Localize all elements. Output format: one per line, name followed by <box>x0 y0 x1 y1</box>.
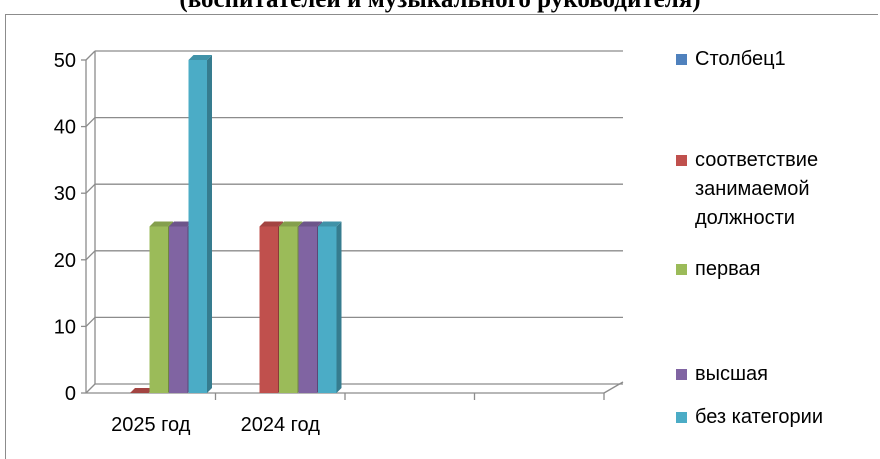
legend-swatch-vysshaya <box>676 369 687 380</box>
y-tick-label-10: 10 <box>54 316 76 338</box>
gridline-side-30 <box>85 183 96 194</box>
y-tick-label-20: 20 <box>54 250 76 272</box>
bar-0-2 <box>149 226 168 393</box>
y-tick-label-50: 50 <box>54 50 76 72</box>
x-tick-label-1: 2024 год <box>241 414 321 436</box>
bar-0-2-top <box>149 221 173 227</box>
legend-swatch-pervaya <box>676 264 687 275</box>
bar-1-4-top <box>318 221 342 227</box>
bar-1-3-top <box>298 221 322 227</box>
bar-chart: 0 10 20 30 40 50 2025 год 2024 год <box>54 50 624 436</box>
bar-1-4 <box>318 226 337 393</box>
legend-label-vysshaya: высшая <box>695 363 768 385</box>
gridline-side-40 <box>85 117 96 128</box>
bar-1-2-top <box>279 221 303 227</box>
bar-0-4-top <box>188 55 212 60</box>
bar-0-4-side <box>207 55 212 393</box>
chart-title: (воспитателей и музыкального руководител… <box>0 0 880 14</box>
x-tick-label-0: 2025 год <box>111 414 191 436</box>
legend-swatch-bez-kategorii <box>676 412 687 423</box>
bar-1-4-side <box>336 221 342 393</box>
legend-label-stolbets1: Столбец1 <box>695 48 786 70</box>
y-tick-label-0: 0 <box>65 383 76 405</box>
bar-0-4 <box>188 60 207 393</box>
legend-label-bez-kategorii: без категории <box>695 406 824 428</box>
bar-0-3-top <box>169 221 193 227</box>
bar-1-1-top <box>259 221 283 227</box>
bar-0-1-top <box>130 388 154 393</box>
legend-label-pervaya: первая <box>695 258 761 280</box>
gridline-side-50 <box>85 50 96 61</box>
gridline-side-10 <box>85 316 96 327</box>
legend-item-pervaya: первая <box>676 255 760 284</box>
y-tick-label-40: 40 <box>54 117 76 139</box>
y-tick-label-30: 30 <box>54 183 76 205</box>
bar-1-1 <box>259 226 278 393</box>
legend-item-vysshaya: высшая <box>676 360 768 389</box>
legend-swatch-sootvetstvie <box>676 155 687 166</box>
gridline-side-20 <box>85 250 96 261</box>
bar-1-2 <box>279 226 298 393</box>
legend-swatch-stolbets1 <box>676 54 687 65</box>
bar-0-3 <box>169 226 188 393</box>
legend-label-sootvetstvie: соответствие занимаемой должности <box>695 149 819 229</box>
legend-item-sootvetstvie: соответствие занимаемой должности <box>676 146 876 233</box>
chart-frame <box>5 14 878 459</box>
floor-right-edge <box>603 381 624 394</box>
legend-item-bez-kategorii: без категории <box>676 403 823 432</box>
legend-item-stolbets1: Столбец1 <box>676 45 786 74</box>
gridline-side-0 <box>85 383 96 394</box>
bar-1-3 <box>298 226 317 393</box>
